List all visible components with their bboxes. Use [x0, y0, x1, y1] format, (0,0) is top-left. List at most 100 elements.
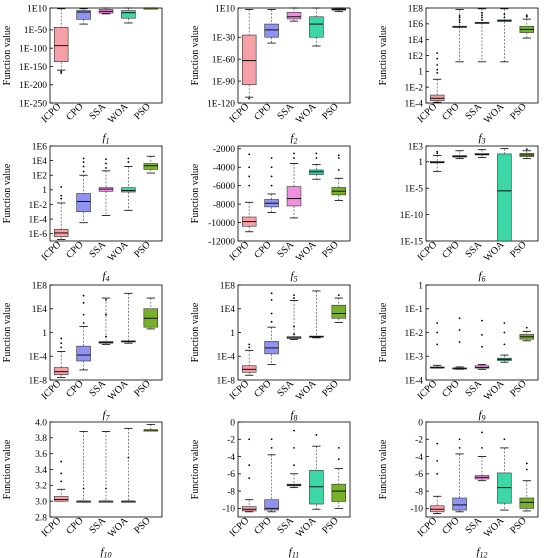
box-cpo: [76, 193, 91, 213]
y-tick-label: -4: [415, 453, 423, 463]
subplot-label: f11: [289, 546, 299, 558]
outlier-point: [293, 333, 295, 336]
outlier-point: [436, 472, 439, 475]
x-tick-label-woa: WOA: [294, 378, 319, 403]
outlier-point: [127, 161, 130, 163]
y-tick-label: 1E-15: [400, 237, 423, 247]
outlier-point: [60, 460, 63, 463]
outlier-point: [458, 438, 461, 441]
x-tick-label-pso: PSO: [508, 101, 529, 122]
x-tick-label-cpo: CPO: [64, 101, 86, 123]
outlier-point: [270, 184, 273, 187]
y-tick-label: -4000: [213, 164, 235, 174]
outlier-point: [503, 16, 506, 19]
outlier-point: [481, 345, 483, 348]
outlier-point: [60, 472, 63, 475]
outlier-point: [481, 447, 483, 449]
x-tick-label-woa: WOA: [106, 239, 131, 264]
y-tick-label: 1E6: [408, 20, 424, 30]
outlier-point: [436, 459, 439, 462]
outlier-point: [458, 18, 461, 21]
box-woa: [121, 10, 136, 19]
box-woa: [121, 187, 136, 193]
y-tick-label: -8000: [213, 200, 235, 210]
y-tick-label: 1E-5: [405, 185, 424, 195]
outlier-point: [82, 322, 85, 324]
y-tick-label: 1E6: [32, 142, 48, 152]
outlier-point: [105, 162, 107, 165]
outlier-point: [481, 14, 483, 17]
x-tick-label-woa: WOA: [106, 378, 131, 403]
box-icpo: [53, 27, 69, 63]
outlier-point: [525, 14, 528, 17]
y-tick-label: 3.0: [35, 497, 47, 507]
x-tick-label-woa: WOA: [482, 101, 507, 126]
outlier-point: [127, 157, 130, 160]
y-tick-label: 1E-8: [217, 376, 236, 386]
box-pso: [143, 163, 159, 170]
x-tick-label-woa: WOA: [294, 515, 319, 540]
outlier-point: [337, 169, 340, 171]
box-icpo: [53, 496, 69, 502]
outlier-point: [436, 64, 439, 66]
y-tick-label: 1E-4: [217, 353, 236, 363]
y-axis-title: Function value: [2, 439, 13, 499]
subplot-label: f10: [100, 546, 111, 558]
y-tick-label: 1E2: [32, 172, 48, 182]
outlier-point: [60, 342, 63, 345]
outlier-point: [436, 72, 439, 74]
outlier-point: [82, 294, 85, 297]
outlier-point: [248, 438, 251, 441]
outlier-point: [60, 194, 63, 197]
outlier-point: [293, 294, 295, 296]
box-ssa: [474, 365, 490, 369]
outlier-point: [458, 16, 461, 19]
y-tick-label: -6: [415, 470, 423, 480]
y-tick-label: 1E-200: [19, 81, 47, 91]
outlier-point: [248, 464, 251, 467]
outlier-point: [60, 480, 63, 483]
y-tick-label: -12000: [208, 237, 235, 247]
x-tick-label-woa: WOA: [294, 239, 319, 264]
outlier-point: [248, 166, 251, 169]
x-tick-label-cpo: CPO: [440, 378, 462, 400]
y-tick-label: 1: [230, 329, 235, 339]
x-tick-label-pso: PSO: [132, 378, 153, 399]
y-tick-label: 1E-90: [212, 77, 235, 87]
outlier-point: [60, 346, 63, 349]
outlier-point: [503, 13, 506, 16]
y-tick-label: 4.0: [35, 418, 47, 428]
box-icpo: [53, 367, 69, 375]
outlier-point: [82, 165, 85, 168]
outlier-point: [436, 150, 439, 153]
y-axis-title: Function value: [190, 439, 201, 499]
box-cpo: [76, 10, 91, 20]
y-axis-title: Function value: [2, 163, 13, 223]
outlier-point: [270, 292, 273, 295]
y-tick-label: 3.4: [35, 466, 47, 476]
y-axis-title: Function value: [378, 25, 389, 85]
y-tick-label: 1E8: [220, 281, 236, 291]
y-tick-label: 1E3: [408, 142, 424, 152]
y-tick-label: 1E-1: [405, 305, 424, 315]
outlier-point: [293, 152, 295, 155]
chart-f4: 1E6 1E4 1E2 1 1E-2 1E-4 1E-6 Function value ICPO…: [2, 142, 163, 284]
y-tick-label: 1E-100: [19, 44, 47, 54]
x-tick-label-woa: WOA: [482, 515, 507, 540]
outlier-point: [105, 487, 107, 490]
outlier-point: [315, 152, 318, 155]
subplot-label: f2: [290, 132, 297, 146]
box-pso: [519, 497, 535, 509]
y-axis-title: Function value: [378, 302, 389, 362]
y-tick-label: 1E-6: [29, 230, 48, 240]
x-tick-label-pso: PSO: [132, 239, 153, 260]
x-tick-label-cpo: CPO: [252, 101, 274, 123]
outlier-point: [481, 18, 483, 21]
x-tick-label-pso: PSO: [132, 101, 153, 122]
outlier-point: [481, 431, 483, 434]
outlier-point: [503, 331, 506, 334]
y-tick-label: 1E-8: [29, 376, 48, 386]
